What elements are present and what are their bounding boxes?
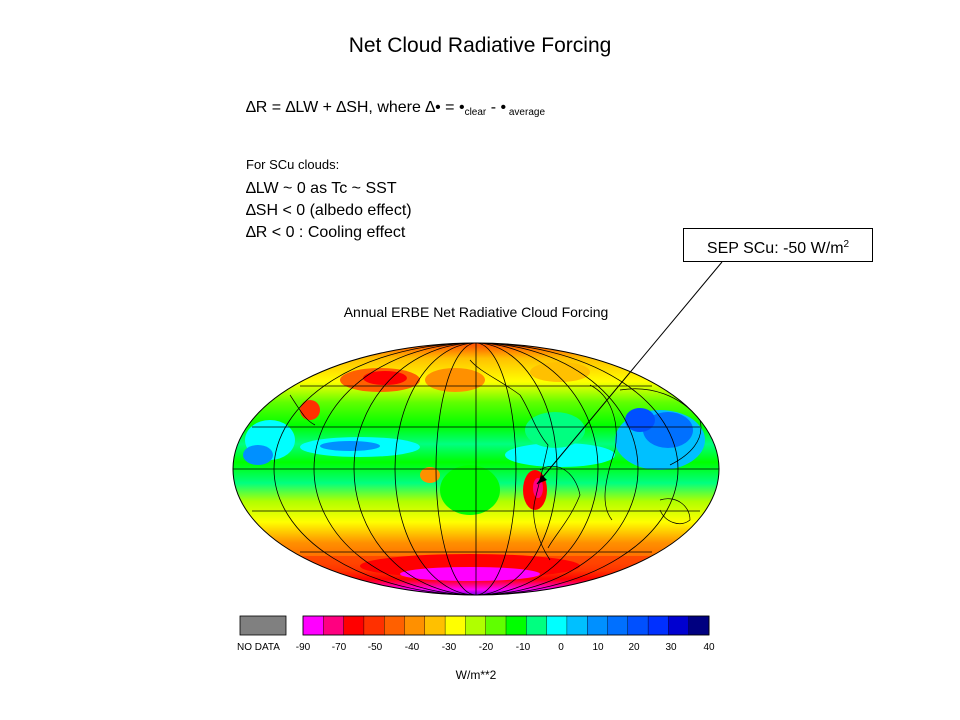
legend-bin-19: [688, 615, 710, 636]
callout-text: SEP SCu: -50 W/m: [706, 240, 844, 257]
legend-bin-17: [647, 615, 669, 636]
legend-bins: [302, 615, 710, 636]
legend-bin-2: [343, 615, 365, 636]
legend-tick-label: 20: [628, 642, 640, 653]
legend-bin-3: [363, 615, 385, 636]
legend-bin-1: [323, 615, 345, 636]
slide-title: Net Cloud Radiative Forcing: [348, 34, 612, 57]
map-title: Annual ERBE Net Radiative Cloud Forcing: [343, 304, 609, 320]
legend-bin-6: [424, 615, 446, 636]
callout-superscript: 2: [843, 239, 850, 250]
legend-tick-label: -40: [404, 642, 420, 653]
callout-pointer-head: [537, 475, 547, 484]
legend-tick-label: -30: [441, 642, 457, 653]
legend-tick-label: 0: [558, 642, 564, 653]
legend-tick-label: -10: [515, 642, 531, 653]
scu-line-sh: ∆SH < 0 (albedo effect): [246, 202, 412, 219]
forcing-formula: ∆R = ∆LW + ∆SH, where ∆• = •clear - • av…: [246, 99, 545, 118]
legend-tick-label: -50: [367, 642, 383, 653]
legend-tick-label: -70: [331, 642, 347, 653]
legend-bin-16: [627, 615, 649, 636]
legend-tick-label: 30: [665, 642, 677, 653]
legend-bin-15: [607, 615, 629, 636]
legend-bin-11: [526, 615, 548, 636]
legend-units: W/m**2: [455, 668, 497, 682]
legend-tick-label: 10: [592, 642, 604, 653]
legend-bin-10: [505, 615, 527, 636]
formula-sub-average: average: [506, 107, 546, 118]
legend-bin-13: [566, 615, 588, 636]
legend-bin-14: [587, 615, 609, 636]
legend-bin-18: [668, 615, 690, 636]
scu-heading: For SCu clouds:: [246, 157, 340, 172]
formula-mid: - •: [486, 99, 507, 116]
legend-bin-4: [384, 615, 406, 636]
legend-nodata-swatch: [239, 615, 287, 636]
formula-lead: ∆R = ∆LW + ∆SH, where ∆• = •: [246, 99, 465, 116]
formula-sub-clear: clear: [464, 107, 487, 118]
scu-line-r: ∆R < 0 : Cooling effect: [246, 224, 406, 241]
legend-tick-label: 40: [703, 642, 715, 653]
map-graticule: [233, 343, 719, 595]
legend-bin-12: [546, 615, 568, 636]
legend-bin-7: [444, 615, 466, 636]
legend-tick-label: -20: [478, 642, 494, 653]
legend-nodata-label: NO DATA: [237, 642, 280, 653]
legend-frame: [302, 615, 710, 636]
legend-bin-8: [465, 615, 487, 636]
map-outline: [232, 342, 720, 596]
legend-tick-label: -90: [295, 642, 311, 653]
legend-bin-9: [485, 615, 507, 636]
callout-pointer-line: [536, 261, 723, 485]
sep-scu-callout: SEP SCu: -50 W/m2: [683, 228, 873, 262]
scu-line-lw: ∆LW ~ 0 as Tc ~ SST: [246, 180, 397, 197]
legend-bin-0: [302, 615, 324, 636]
legend-bin-5: [404, 615, 426, 636]
